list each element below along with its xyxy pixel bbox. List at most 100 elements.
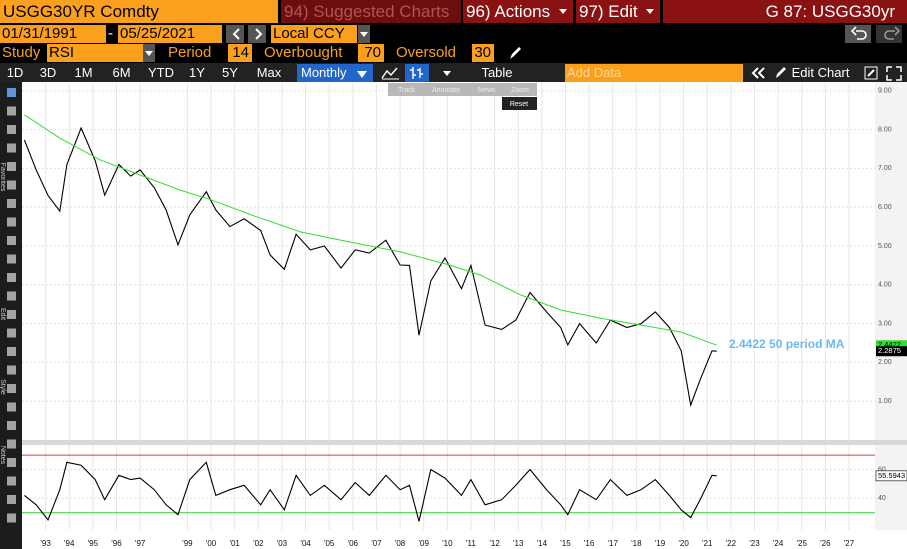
x-tick-label: '27 bbox=[844, 539, 855, 548]
line-icon bbox=[381, 67, 399, 80]
period-button[interactable]: Max bbox=[256, 65, 282, 80]
x-tick-label: '23 bbox=[749, 539, 760, 548]
x-tick-label: '07 bbox=[371, 539, 382, 548]
study-field[interactable]: RSI bbox=[47, 44, 143, 62]
sidebar-label: Style bbox=[0, 379, 6, 395]
last-value-label: 2.4422 bbox=[878, 340, 901, 349]
chart-tools: Reset Track Annotate News Zoom bbox=[388, 83, 537, 110]
collapse-button[interactable] bbox=[748, 64, 768, 82]
fullscreen-button[interactable] bbox=[884, 64, 904, 82]
line-style-button[interactable] bbox=[378, 64, 404, 82]
panel-divider[interactable] bbox=[22, 440, 907, 445]
period-button[interactable]: 1Y bbox=[189, 65, 205, 80]
last-value-label: 2.2875 bbox=[878, 346, 901, 355]
ma-label: 50 period MA bbox=[769, 337, 845, 351]
pencil-button[interactable] bbox=[504, 44, 522, 62]
study-dropdown[interactable] bbox=[143, 44, 155, 62]
y-tick-label: 6.00 bbox=[878, 204, 892, 211]
overbought-field[interactable]: 70 bbox=[358, 44, 384, 62]
tool-label: Track bbox=[398, 87, 416, 94]
collapse-icon bbox=[751, 67, 765, 79]
y-tick-label: 1.00 bbox=[878, 398, 892, 405]
sidebar-icon bbox=[7, 458, 16, 467]
oversold-field[interactable]: 30 bbox=[472, 44, 494, 62]
y-tick-label: 9.00 bbox=[878, 88, 892, 95]
x-axis-area bbox=[22, 530, 907, 549]
table-button[interactable]: Table bbox=[481, 65, 513, 80]
period-button[interactable]: 5Y bbox=[222, 65, 238, 80]
currency-field[interactable]: Local CCY bbox=[271, 25, 357, 43]
frequency-label: Monthly bbox=[301, 65, 347, 80]
study-label: Study bbox=[2, 44, 41, 61]
sidebar-icon bbox=[7, 291, 16, 301]
period-button[interactable]: 1D bbox=[6, 65, 24, 80]
x-tick-label: '95 bbox=[88, 539, 99, 548]
next-button[interactable] bbox=[248, 25, 266, 43]
sidebar-icon bbox=[7, 236, 16, 245]
date-separator: - bbox=[108, 25, 113, 42]
period-button[interactable]: 1M bbox=[74, 65, 93, 80]
bar-icon bbox=[410, 67, 423, 79]
sidebar-icon bbox=[7, 143, 16, 153]
redo-button[interactable] bbox=[876, 25, 902, 43]
end-date[interactable]: 05/25/2021 bbox=[118, 25, 222, 43]
x-tick-label: '11 bbox=[466, 539, 476, 548]
sidebar-icons: Favorites Edit Style Notes bbox=[0, 88, 16, 523]
sidebar-icon bbox=[7, 495, 16, 504]
x-tick-label: '17 bbox=[608, 539, 619, 548]
x-tick-label: '96 bbox=[111, 539, 122, 548]
x-tick-label: '19 bbox=[655, 539, 666, 548]
x-tick-label: '08 bbox=[395, 539, 406, 548]
x-tick-label: '22 bbox=[726, 539, 737, 548]
x-tick-label: '93 bbox=[40, 539, 51, 548]
x-tick-label: '09 bbox=[418, 539, 429, 548]
actions-menu[interactable]: 96) Actions bbox=[463, 0, 573, 23]
y-tick-label: 4.00 bbox=[878, 282, 892, 289]
edit-label: 97) Edit bbox=[579, 2, 638, 21]
x-tick-label: '06 bbox=[348, 539, 359, 548]
suggested-charts[interactable]: 94) Suggested Charts bbox=[281, 0, 461, 23]
period-button[interactable]: 3D bbox=[39, 65, 57, 80]
period-field[interactable]: 14 bbox=[228, 44, 252, 62]
tool-label: Annotate bbox=[432, 87, 460, 94]
prev-button[interactable] bbox=[226, 25, 244, 43]
sidebar-icon bbox=[7, 180, 16, 190]
sidebar-icon bbox=[7, 439, 16, 449]
x-tick-label: '94 bbox=[64, 539, 75, 548]
reset-button[interactable] bbox=[502, 97, 537, 110]
y-tick-label: 40 bbox=[878, 495, 886, 502]
y-tick-label: 8.00 bbox=[878, 126, 892, 133]
x-tick-label: '25 bbox=[797, 539, 808, 548]
y-tick-label: 2.00 bbox=[878, 359, 892, 366]
y-tick-label: 60 bbox=[878, 466, 886, 473]
x-tick-label: '10 bbox=[442, 539, 453, 548]
last-value-tag bbox=[876, 340, 907, 351]
y-tick-label: 7.00 bbox=[878, 165, 892, 172]
edit-chart-button[interactable]: Edit Chart bbox=[770, 64, 858, 82]
oversold-label: Oversold bbox=[396, 44, 457, 61]
sidebar-label: Edit bbox=[0, 308, 6, 320]
ma-value: 2.4422 bbox=[729, 337, 766, 351]
ticker-field[interactable]: USGG30YR Comdty bbox=[0, 0, 278, 23]
tools-bar bbox=[388, 83, 537, 96]
edit-menu[interactable]: 97) Edit bbox=[576, 0, 660, 23]
chart-style-dropdown[interactable] bbox=[437, 64, 459, 82]
bar-style-button[interactable] bbox=[405, 64, 429, 82]
x-tick-label: '00 bbox=[206, 539, 217, 548]
sidebar-icon bbox=[7, 254, 16, 264]
period-button[interactable]: 6M bbox=[112, 65, 131, 80]
edit-chart-label: Edit Chart bbox=[791, 65, 850, 80]
fullscreen-icon bbox=[886, 66, 902, 81]
sidebar-icon bbox=[7, 365, 16, 375]
x-tick-label: '21 bbox=[702, 539, 713, 548]
sidebar-icon bbox=[7, 328, 16, 338]
period-button[interactable]: YTD bbox=[148, 65, 174, 80]
settings-button[interactable] bbox=[862, 64, 880, 82]
frequency-dropdown[interactable]: Monthly bbox=[297, 64, 373, 82]
start-date[interactable]: 01/31/1991 bbox=[0, 25, 106, 43]
undo-button[interactable] bbox=[845, 25, 871, 43]
add-data-field[interactable]: Add Data bbox=[565, 64, 743, 82]
sidebar-icon bbox=[7, 402, 16, 412]
x-tick-label: '24 bbox=[773, 539, 784, 548]
currency-dropdown[interactable] bbox=[358, 25, 370, 43]
